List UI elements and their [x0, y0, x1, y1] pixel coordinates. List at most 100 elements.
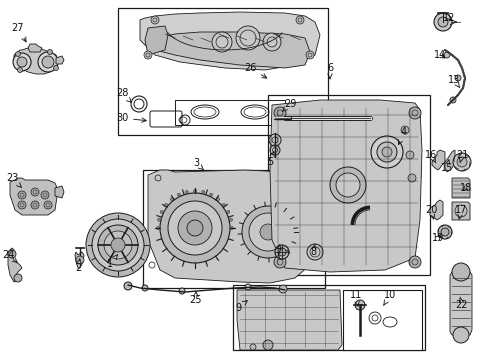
Circle shape: [168, 201, 222, 255]
Circle shape: [16, 51, 20, 57]
Bar: [118, 8, 327, 135]
Circle shape: [160, 211, 163, 213]
Circle shape: [249, 344, 256, 350]
Text: 30: 30: [116, 113, 146, 123]
Circle shape: [405, 151, 413, 159]
Circle shape: [209, 193, 212, 196]
Circle shape: [18, 68, 22, 72]
Circle shape: [14, 274, 22, 282]
Text: 19: 19: [431, 233, 443, 243]
Circle shape: [31, 188, 39, 196]
Circle shape: [407, 174, 415, 182]
Polygon shape: [145, 26, 168, 55]
Text: 28: 28: [116, 88, 131, 103]
Circle shape: [408, 256, 420, 268]
Circle shape: [222, 203, 225, 206]
Circle shape: [164, 203, 167, 206]
Circle shape: [185, 190, 188, 193]
Bar: [267, 95, 429, 275]
Circle shape: [263, 33, 281, 51]
Circle shape: [229, 218, 232, 221]
Circle shape: [193, 189, 196, 193]
Circle shape: [274, 245, 288, 259]
Circle shape: [437, 225, 451, 239]
Text: 18: 18: [459, 183, 471, 193]
Text: 14: 14: [433, 50, 445, 60]
Circle shape: [92, 219, 143, 271]
Circle shape: [273, 256, 285, 268]
Bar: [175, 100, 285, 125]
Polygon shape: [429, 200, 442, 220]
Circle shape: [17, 57, 27, 67]
Circle shape: [248, 213, 286, 251]
Circle shape: [449, 97, 455, 103]
Circle shape: [178, 211, 212, 245]
Circle shape: [212, 32, 231, 52]
Circle shape: [454, 75, 460, 81]
Circle shape: [376, 142, 396, 162]
Circle shape: [452, 153, 470, 171]
Circle shape: [53, 66, 59, 71]
Circle shape: [244, 284, 250, 290]
Polygon shape: [55, 186, 64, 198]
Text: 2: 2: [75, 259, 81, 273]
Text: 22: 22: [455, 297, 468, 310]
Polygon shape: [8, 248, 22, 282]
Circle shape: [279, 285, 286, 293]
Text: 20: 20: [424, 205, 436, 219]
Circle shape: [273, 107, 285, 119]
Circle shape: [160, 193, 229, 263]
Circle shape: [104, 231, 132, 259]
Bar: [232, 285, 424, 350]
Circle shape: [186, 220, 203, 236]
Polygon shape: [444, 150, 454, 172]
Circle shape: [179, 288, 184, 294]
Circle shape: [216, 198, 219, 201]
Circle shape: [278, 248, 285, 256]
Polygon shape: [237, 290, 341, 350]
Circle shape: [437, 17, 447, 27]
Circle shape: [456, 157, 466, 167]
Text: 11: 11: [349, 290, 362, 306]
Circle shape: [13, 53, 31, 71]
Polygon shape: [145, 32, 309, 68]
Circle shape: [335, 173, 359, 197]
Circle shape: [452, 327, 468, 343]
Circle shape: [226, 211, 229, 213]
Circle shape: [433, 13, 451, 31]
Circle shape: [111, 238, 125, 252]
Circle shape: [143, 51, 152, 59]
Circle shape: [8, 250, 16, 258]
Circle shape: [151, 16, 159, 24]
Circle shape: [44, 201, 52, 209]
Text: 27: 27: [12, 23, 26, 42]
Circle shape: [354, 300, 364, 310]
Polygon shape: [148, 170, 319, 283]
Circle shape: [400, 126, 408, 134]
Circle shape: [260, 224, 275, 240]
Circle shape: [98, 225, 138, 265]
Text: 3: 3: [193, 158, 203, 170]
Circle shape: [18, 201, 26, 209]
Circle shape: [170, 198, 173, 201]
Circle shape: [381, 147, 391, 157]
Circle shape: [41, 191, 49, 199]
Circle shape: [230, 226, 233, 230]
Circle shape: [296, 175, 316, 195]
Text: 26: 26: [244, 63, 266, 78]
Text: 16: 16: [424, 150, 436, 163]
Text: 4: 4: [397, 127, 406, 144]
Circle shape: [451, 263, 469, 281]
Text: 23: 23: [6, 173, 22, 188]
Text: 13: 13: [447, 75, 459, 88]
Circle shape: [142, 285, 148, 291]
Circle shape: [242, 206, 293, 258]
Text: 15: 15: [440, 160, 452, 173]
Circle shape: [329, 167, 365, 203]
Bar: [342, 290, 421, 350]
Circle shape: [370, 136, 402, 168]
Circle shape: [177, 193, 180, 196]
Circle shape: [263, 340, 272, 350]
Bar: [142, 170, 325, 288]
Circle shape: [295, 16, 304, 24]
